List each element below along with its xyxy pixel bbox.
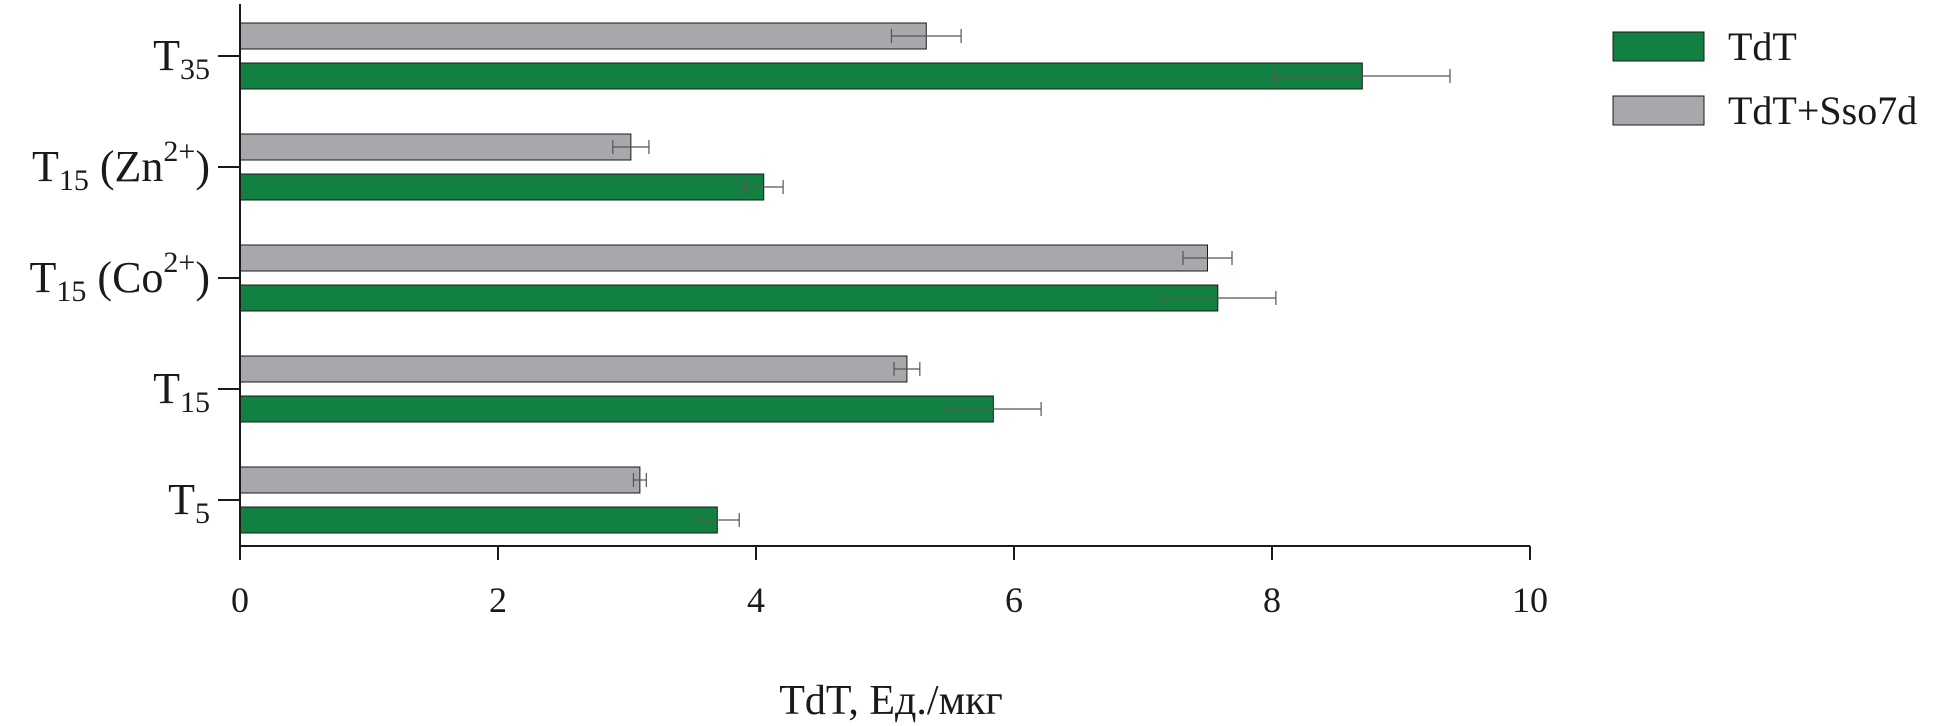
y-category-main: T xyxy=(153,364,180,413)
error-bar xyxy=(945,402,1042,416)
y-category-label: T15 xyxy=(153,364,210,419)
legend-label-tdt: TdT xyxy=(1728,24,1797,69)
y-category-sup: 2+ xyxy=(163,135,195,168)
y-category-sub: 15 xyxy=(180,386,210,419)
bar-tdt-sso7d xyxy=(239,22,927,50)
legend-label-tdt-sso7d: TdT+Sso7d xyxy=(1728,88,1917,133)
bar-tdt-sso7d xyxy=(239,244,1208,272)
error-bar xyxy=(743,180,784,194)
legend: TdT TdT+Sso7d xyxy=(1612,24,1917,133)
error-bar xyxy=(893,362,921,376)
y-category-label: T15 (Co2+) xyxy=(30,246,210,308)
error-bar xyxy=(890,29,962,43)
error-bar xyxy=(1273,69,1451,83)
x-tick-label: 6 xyxy=(1005,580,1023,620)
bar-tdt xyxy=(239,395,994,423)
y-category-main: T xyxy=(153,31,180,80)
axes xyxy=(239,4,1530,560)
y-category-label: T5 xyxy=(168,475,210,530)
error-bar xyxy=(1159,291,1277,305)
y-category-main: T xyxy=(168,475,195,524)
x-tick-label: 10 xyxy=(1512,580,1548,620)
bar-tdt xyxy=(239,284,1219,312)
y-category-close: ) xyxy=(195,253,210,302)
bar-tdt-sso7d xyxy=(239,133,632,161)
error-bars-layer xyxy=(612,29,1451,527)
y-category-tail: (Co xyxy=(86,253,163,302)
y-category-label: T15 (Zn2+) xyxy=(32,135,210,197)
y-category-sup: 2+ xyxy=(163,246,195,279)
error-bar xyxy=(694,513,740,527)
bar-tdt-sso7d xyxy=(239,466,641,494)
error-bar xyxy=(632,473,647,487)
y-category-sub: 15 xyxy=(59,164,89,197)
x-tick-label: 2 xyxy=(489,580,507,620)
bars-layer xyxy=(239,22,1363,534)
bar-tdt xyxy=(239,506,718,534)
y-category-label: T35 xyxy=(153,31,210,86)
y-category-main: T xyxy=(30,253,57,302)
legend-swatch-tdt xyxy=(1612,31,1705,62)
y-category-sub: 15 xyxy=(56,275,86,308)
x-tick-label: 0 xyxy=(231,580,249,620)
legend-swatch-tdt-sso7d xyxy=(1612,95,1705,126)
bar-tdt xyxy=(239,173,765,201)
y-category-main: T xyxy=(32,142,59,191)
y-category-sub: 5 xyxy=(195,497,210,530)
y-category-tail: (Zn xyxy=(89,142,164,191)
x-axis-title: TdT, Ед./мкг xyxy=(779,678,1003,724)
x-tick-label: 8 xyxy=(1263,580,1281,620)
error-bar xyxy=(612,140,650,154)
y-category-sub: 35 xyxy=(180,53,210,86)
y-category-close: ) xyxy=(195,142,210,191)
x-tick-label: 4 xyxy=(747,580,765,620)
x-axis-ticks: 0 2 4 6 8 10 xyxy=(231,546,1548,620)
bar-tdt-sso7d xyxy=(239,355,908,383)
bar-tdt xyxy=(239,62,1363,90)
error-bar xyxy=(1182,251,1233,265)
